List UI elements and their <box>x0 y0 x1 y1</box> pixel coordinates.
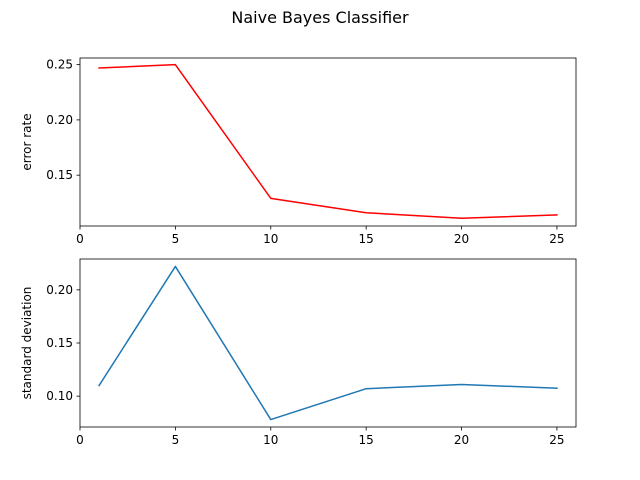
axes-frame <box>79 57 577 227</box>
y-axis-label: error rate <box>20 113 34 170</box>
x-tick-label: 20 <box>454 433 469 447</box>
y-tick-label: 0.20 <box>46 113 73 127</box>
y-tick-label: 0.15 <box>46 168 73 182</box>
x-tick-label: 0 <box>76 433 84 447</box>
y-tick-label: 0.25 <box>46 58 73 72</box>
x-tick-label: 5 <box>172 232 180 246</box>
x-tick-label: 20 <box>454 232 469 246</box>
x-tick-label: 10 <box>263 433 278 447</box>
x-tick-label: 0 <box>76 232 84 246</box>
x-tick-label: 10 <box>263 232 278 246</box>
x-tick-label: 25 <box>549 232 564 246</box>
x-tick-label: 15 <box>359 232 374 246</box>
series-line-0-0 <box>98 63 558 220</box>
subplot-standard-deviation: 0 5 10 15 20 25 0.10 0.15 0.20 standard deviation <box>20 258 577 447</box>
y-axis-label: standard deviation <box>20 287 34 400</box>
x-tick-label: 5 <box>172 433 180 447</box>
x-tick-label: 25 <box>549 433 564 447</box>
y-tick-label: 0.15 <box>46 336 73 350</box>
subplot-error-rate: 0 5 10 15 20 25 0.15 0.20 0.25 error rate <box>20 57 577 246</box>
x-tick-label: 15 <box>359 433 374 447</box>
y-tick-label: 0.10 <box>46 389 73 403</box>
y-tick-label: 0.20 <box>46 283 73 297</box>
figure-title: Naive Bayes Classifier <box>231 8 409 27</box>
series-line-1-0 <box>98 265 558 421</box>
